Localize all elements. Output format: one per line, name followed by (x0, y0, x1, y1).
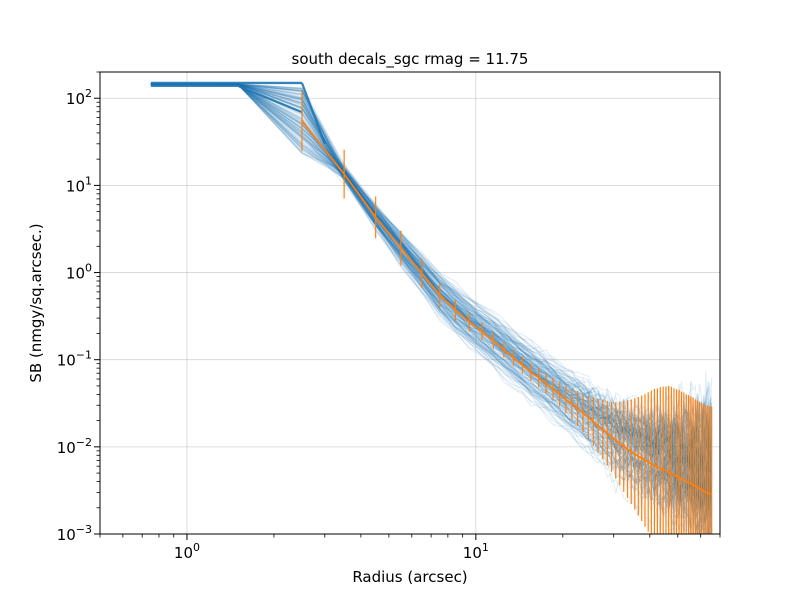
plot-frame (99, 71, 721, 535)
x-tick-label: 100 (174, 541, 200, 562)
chart-title: south decals_sgc rmag = 11.75 (292, 50, 529, 69)
y-tick-label: 102 (66, 87, 92, 108)
plateau-drop-line (300, 82, 326, 145)
x-axis-label: Radius (arcsec) (352, 568, 467, 586)
y-tick-label: 10−2 (57, 436, 92, 457)
median-profile (301, 90, 713, 534)
y-axis-label: SB (nmgy/sq.arcsec.) (27, 223, 45, 382)
y-tick-label: 100 (66, 262, 92, 283)
axis-ticks: 100 101 10−3 10−2 10−1 100 101 102 (57, 71, 721, 562)
y-tick-label: 101 (66, 174, 92, 195)
x-tick-label: 101 (463, 541, 489, 562)
plateau-profile-line (150, 84, 303, 114)
y-tick-label: 10−3 (57, 523, 92, 544)
y-tick-label: 10−1 (57, 349, 92, 370)
median-profile-line (301, 120, 712, 495)
